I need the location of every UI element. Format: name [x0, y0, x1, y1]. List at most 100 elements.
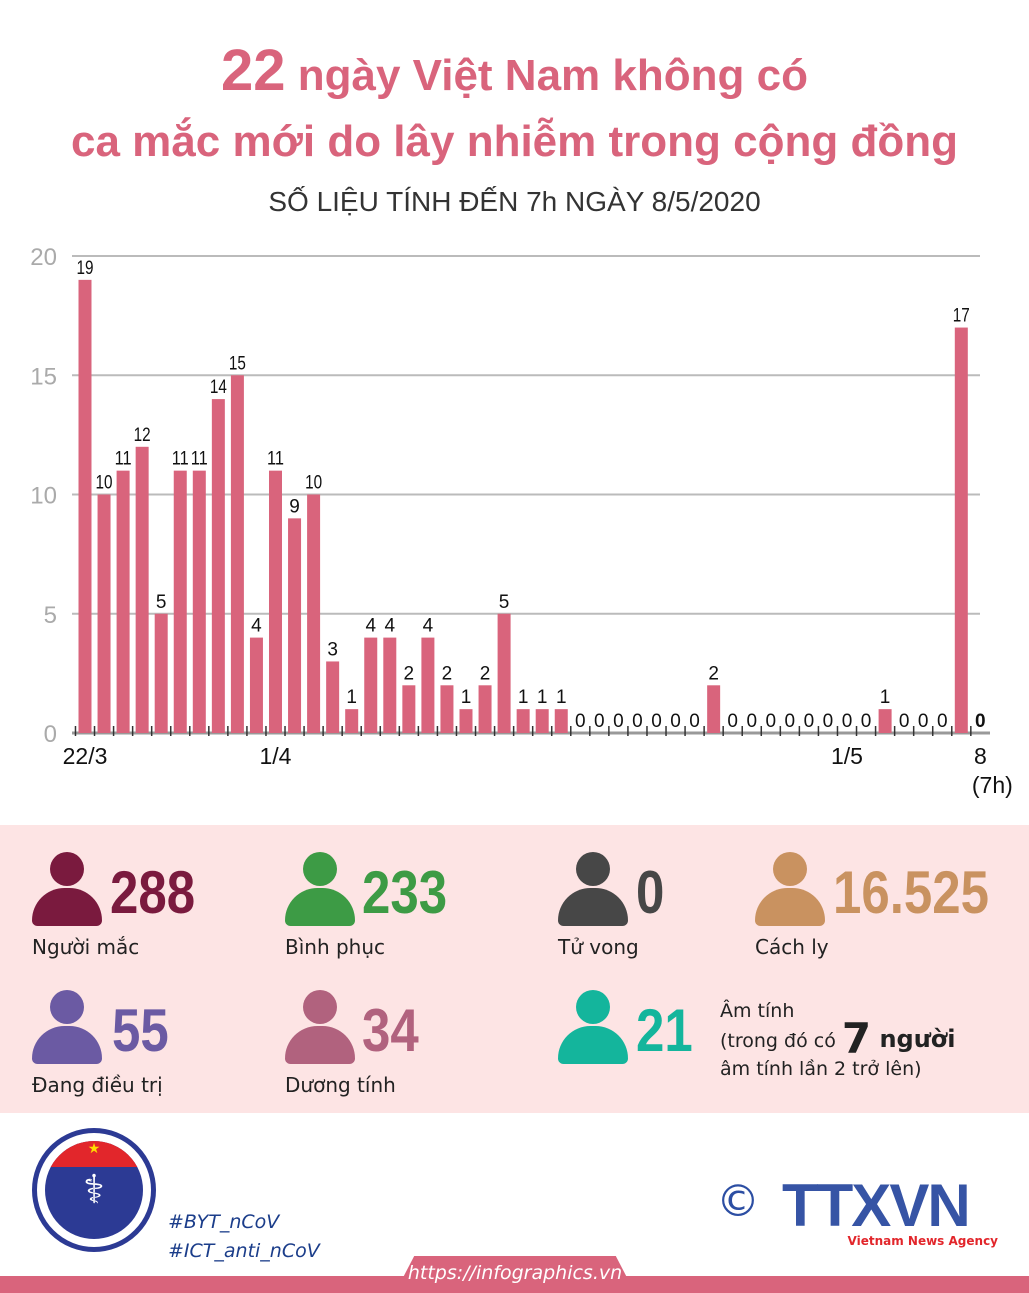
title-line1: 22 ngày Việt Nam không có — [0, 36, 1029, 111]
stat-label: Tử vong — [558, 935, 639, 959]
stat-label: Dương tính — [285, 1073, 396, 1097]
title-number: 22 — [221, 38, 286, 103]
bar — [345, 709, 359, 733]
data-label: 0 — [899, 711, 910, 732]
data-label: 0 — [937, 711, 948, 732]
person-icon — [32, 852, 102, 928]
data-label: 0 — [785, 711, 796, 732]
note-title: Âm tính — [720, 1000, 795, 1022]
bar — [707, 685, 721, 733]
bar — [421, 637, 435, 733]
bar — [230, 375, 244, 733]
bar — [288, 518, 302, 733]
data-label: 19 — [77, 258, 94, 279]
data-label: 17 — [953, 306, 970, 327]
data-label: 0 — [727, 711, 738, 732]
data-label: 1 — [537, 687, 548, 708]
data-label: 5 — [499, 592, 510, 613]
hashtags: #BYT_nCoV #ICT_anti_nCoV — [168, 1208, 320, 1266]
data-label: 0 — [823, 711, 834, 732]
data-label: 11 — [115, 449, 132, 470]
bar — [192, 470, 206, 733]
x-tick-label: 1/4 — [260, 743, 292, 769]
stat-value: 16.525 — [833, 859, 989, 926]
bar — [516, 709, 530, 733]
data-label: 1 — [346, 687, 357, 708]
data-label: 0 — [766, 711, 777, 732]
bar — [135, 446, 149, 733]
data-label: 3 — [327, 639, 338, 660]
data-label: 0 — [842, 711, 853, 732]
x-tick-label: 1/5 — [831, 743, 863, 769]
bar — [78, 279, 92, 733]
subtitle: SỐ LIỆU TÍNH ĐẾN 7h NGÀY 8/5/2020 — [268, 186, 761, 217]
title-text: ngày Việt Nam không có — [297, 51, 808, 100]
bar — [954, 327, 968, 733]
data-label: 0 — [804, 711, 815, 732]
data-label: 0 — [613, 711, 624, 732]
data-label: 2 — [480, 663, 491, 684]
data-label: 9 — [289, 496, 300, 517]
bar — [402, 685, 416, 733]
stat-value: 34 — [362, 997, 419, 1064]
data-label: 4 — [251, 616, 262, 637]
copyright-icon: © — [716, 1176, 760, 1227]
person-icon — [558, 852, 628, 928]
bar — [269, 470, 282, 733]
y-tick-label: 15 — [30, 363, 57, 390]
title-line2: ca mắc mới do lây nhiễm trong cộng đồng — [71, 117, 958, 166]
data-label: 10 — [96, 473, 113, 494]
x-tick-sublabel: (7h) — [972, 772, 1013, 798]
moh-logo: ★ ⚕ — [32, 1128, 156, 1252]
note-line3: âm tính lần 2 trở lên) — [720, 1058, 922, 1080]
stat-value: 21 — [636, 997, 693, 1064]
bar — [478, 685, 492, 733]
data-label: 4 — [385, 616, 396, 637]
note-line2: (trong đó có 7 người — [720, 1014, 956, 1063]
person-icon — [285, 852, 355, 928]
stat-value: 233 — [362, 859, 448, 926]
data-label: 1 — [880, 687, 891, 708]
data-label: 0 — [575, 711, 586, 732]
stat-value: 0 — [636, 859, 665, 926]
bar — [535, 709, 549, 733]
data-label: 0 — [918, 711, 929, 732]
bar — [459, 709, 473, 733]
stats-panel: 288 Người mắc 233 Bình phục 0 Tử vong 16… — [0, 825, 1029, 1113]
bar — [307, 494, 321, 733]
data-label: 11 — [267, 449, 284, 470]
data-label: 4 — [423, 616, 434, 637]
data-label: 0 — [632, 711, 643, 732]
data-label: 0 — [670, 711, 681, 732]
data-label: 11 — [172, 449, 189, 470]
ttxvn-logo: TTXVN Vietnam News Agency — [782, 1176, 998, 1249]
bar — [97, 494, 111, 733]
website-link[interactable]: https://infographics.vn — [395, 1256, 635, 1293]
x-tick-label: 22/3 — [63, 743, 108, 769]
bar — [154, 613, 168, 733]
y-tick-label: 5 — [44, 602, 57, 629]
stat-label: Người mắc — [32, 935, 140, 959]
bar — [878, 709, 892, 733]
data-label: 0 — [594, 711, 605, 732]
hashtag: #ICT_anti_nCoV — [168, 1240, 320, 1262]
data-label: 2 — [442, 663, 453, 684]
data-label: 10 — [305, 473, 322, 494]
bar — [173, 470, 187, 733]
bar — [440, 685, 454, 733]
stat-label: Đang điều trị — [32, 1073, 163, 1097]
bar — [116, 470, 130, 733]
bar — [383, 637, 397, 733]
data-label: 12 — [134, 425, 151, 446]
note-count: 7 — [841, 1014, 872, 1063]
data-label: 0 — [975, 711, 986, 732]
y-tick-label: 20 — [30, 244, 57, 271]
data-label: 0 — [746, 711, 757, 732]
data-label: 4 — [365, 616, 376, 637]
data-label: 14 — [210, 377, 227, 398]
bar — [211, 399, 225, 733]
data-label: 1 — [518, 687, 529, 708]
person-icon — [558, 990, 628, 1066]
stat-value: 55 — [112, 997, 169, 1064]
